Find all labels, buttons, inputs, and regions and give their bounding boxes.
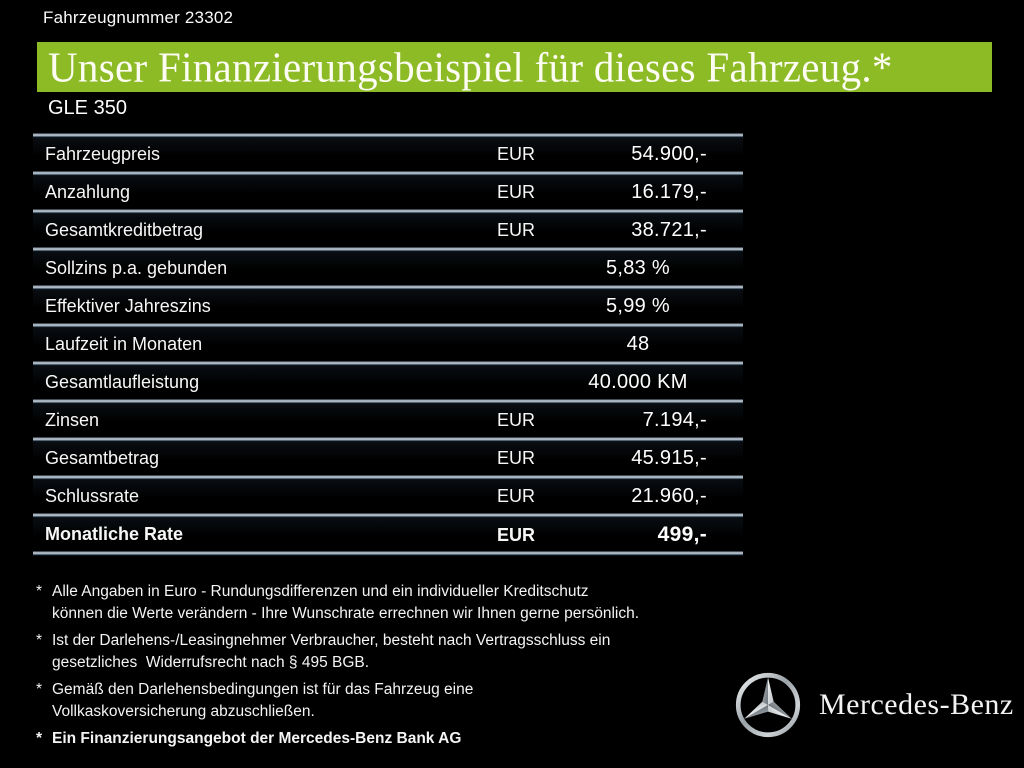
row-separator xyxy=(33,361,743,366)
footnote-line: gesetzliches Widerrufsrecht nach § 495 B… xyxy=(52,654,370,671)
row-separator xyxy=(33,399,743,404)
row-separator xyxy=(33,209,743,214)
currency-label: EUR xyxy=(497,182,536,202)
row-value: 499,- xyxy=(657,522,707,546)
table-row: Gesamtkreditbetrag EUR 38.721,- xyxy=(33,214,743,247)
row-value: 38.721,- xyxy=(631,219,707,241)
footnote-text: Alle Angaben in Euro - Rundungsdifferenz… xyxy=(52,581,639,625)
vehicle-number: Fahrzeugnummer 23302 xyxy=(43,8,234,27)
row-label: Fahrzeugpreis xyxy=(45,144,161,164)
row-label: Effektiver Jahreszins xyxy=(45,296,211,316)
row-label: Gesamtbetrag xyxy=(45,448,160,468)
row-separator xyxy=(33,133,743,138)
currency-label: EUR xyxy=(497,486,536,506)
footnote: * Ein Finanzierungsangebot der Mercedes-B… xyxy=(36,728,726,750)
row-value: 54.900,- xyxy=(631,143,707,165)
row-label: Zinsen xyxy=(45,410,100,430)
row-label: Sollzins p.a. gebunden xyxy=(45,258,228,278)
page-title: Unser Finanzierungsbeispiel für dieses F… xyxy=(48,43,893,91)
table-row: Gesamtlaufleistung 40.000 KM xyxy=(33,366,743,399)
row-label: Gesamtlaufleistung xyxy=(45,372,200,392)
asterisk-marker: * xyxy=(36,730,43,747)
row-value-cell: EUR 21.960,- xyxy=(468,485,743,508)
footnote: * Gemäß den Darlehensbedingungen ist für … xyxy=(36,679,726,723)
footnotes: * Alle Angaben in Euro - Rundungsdifferen… xyxy=(36,581,726,755)
row-value: 45.915,- xyxy=(631,447,707,469)
currency-label: EUR xyxy=(497,448,536,468)
footnote-line: können die Werte verändern - Ihre Wunsch… xyxy=(52,605,640,622)
table-row: Zinsen EUR 7.194,- xyxy=(33,404,743,437)
footnote-text: Ist der Darlehens-/Leasingnehmer Verbrau… xyxy=(52,630,610,674)
row-value: 7.194,- xyxy=(642,409,707,431)
row-separator xyxy=(33,551,743,556)
row-value-cell: EUR 499,- xyxy=(468,523,743,547)
currency-label: EUR xyxy=(497,524,536,545)
row-label: Laufzeit in Monaten xyxy=(45,334,203,354)
row-value-cell: 5,99 % xyxy=(493,295,743,318)
currency-label: EUR xyxy=(497,144,536,164)
table-row: Schlussrate EUR 21.960,- xyxy=(33,480,743,513)
row-value-cell: 40.000 KM xyxy=(493,371,743,394)
footnote-line: Alle Angaben in Euro - Rundungsdifferenz… xyxy=(52,583,589,600)
table-row: Anzahlung EUR 16.179,- xyxy=(33,176,743,209)
row-label: Anzahlung xyxy=(45,182,131,202)
mercedes-star-icon xyxy=(735,672,801,738)
row-label: Schlussrate xyxy=(45,486,140,506)
footnote-text: Gemäß den Darlehensbedingungen ist für d… xyxy=(52,679,473,723)
row-value: 16.179,- xyxy=(631,181,707,203)
footnote-line: Gemäß den Darlehensbedingungen ist für d… xyxy=(52,681,474,698)
row-value: 21.960,- xyxy=(631,485,707,507)
row-value-cell: EUR 7.194,- xyxy=(468,409,743,432)
row-value: 5,83 % xyxy=(605,257,671,279)
finance-table: Fahrzeugpreis EUR 54.900,- Anzahlung EUR 16.1… xyxy=(33,133,743,556)
table-row: Monatliche Rate EUR 499,- xyxy=(33,518,743,551)
footnote-line: Ein Finanzierungsangebot der Mercedes-Be… xyxy=(52,730,462,747)
row-separator xyxy=(33,513,743,518)
row-label: Gesamtkreditbetrag xyxy=(45,220,204,240)
row-value: 40.000 KM xyxy=(588,371,688,393)
row-value-cell: EUR 16.179,- xyxy=(468,181,743,204)
currency-label: EUR xyxy=(497,410,536,430)
row-separator xyxy=(33,285,743,290)
brand-logo: Mercedes-Benz xyxy=(734,671,1014,739)
row-value-cell: EUR 38.721,- xyxy=(468,219,743,242)
row-value: 5,99 % xyxy=(605,295,671,317)
vehicle-model: GLE 350 xyxy=(48,97,127,119)
footnote-line: Vollkaskoversicherung abzuschließen. xyxy=(52,703,315,720)
footnote: * Ist der Darlehens-/Leasingnehmer Verbra… xyxy=(36,630,726,674)
asterisk-marker: * xyxy=(36,583,43,600)
row-separator xyxy=(33,437,743,442)
row-value-cell: 5,83 % xyxy=(493,257,743,280)
title-banner: Unser Finanzierungsbeispiel für dieses F… xyxy=(37,42,992,92)
row-value: 48 xyxy=(626,333,650,355)
footnote-text: Ein Finanzierungsangebot der Mercedes-Be… xyxy=(52,728,461,750)
table-row: Sollzins p.a. gebunden 5,83 % xyxy=(33,252,743,285)
table-row: Laufzeit in Monaten 48 xyxy=(33,328,743,361)
row-value-cell: EUR 54.900,- xyxy=(468,143,743,166)
row-value-cell: 48 xyxy=(493,333,743,356)
footnote-line: Ist der Darlehens-/Leasingnehmer Verbrau… xyxy=(52,632,611,649)
footnote: * Alle Angaben in Euro - Rundungsdifferen… xyxy=(36,581,726,625)
row-label: Monatliche Rate xyxy=(45,524,184,544)
row-separator xyxy=(33,475,743,480)
table-row: Fahrzeugpreis EUR 54.900,- xyxy=(33,138,743,171)
asterisk-marker: * xyxy=(36,632,43,649)
row-value-cell: EUR 45.915,- xyxy=(468,447,743,470)
table-row: Gesamtbetrag EUR 45.915,- xyxy=(33,442,743,475)
asterisk-marker: * xyxy=(36,681,43,698)
brand-wordmark: Mercedes-Benz xyxy=(819,688,1014,721)
row-separator xyxy=(33,171,743,176)
currency-label: EUR xyxy=(497,220,536,240)
row-separator xyxy=(33,247,743,252)
row-separator xyxy=(33,323,743,328)
table-row: Effektiver Jahreszins 5,99 % xyxy=(33,290,743,323)
